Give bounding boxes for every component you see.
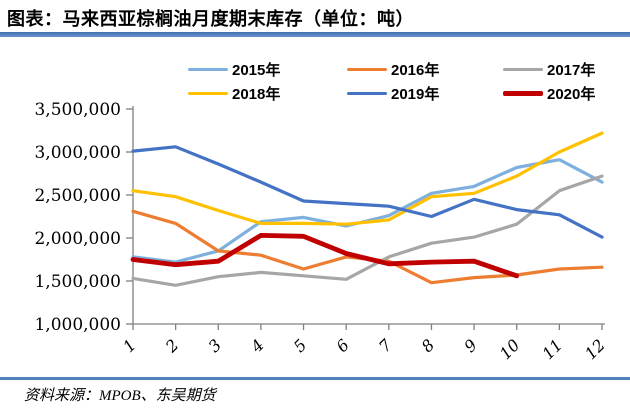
source-note: 资料来源：MPOB、东吴期货: [24, 388, 216, 404]
x-axis-label: 12: [581, 335, 609, 363]
legend-label: 2016年: [391, 61, 440, 79]
y-axis-label: 1,000,000: [34, 315, 121, 335]
legend-item-2015: 2015年: [188, 58, 347, 80]
legend-item-2019: 2019年: [347, 82, 503, 104]
legend-label: 2020年: [547, 85, 596, 103]
legend-swatch-2019: [347, 91, 387, 95]
chart-legend: 2015年 2016年 2017年 2018年 2019年 2020年: [188, 58, 595, 104]
x-axis-label: 6: [332, 335, 353, 356]
legend-item-2020: 2020年: [503, 82, 595, 104]
x-axis-label: 2: [161, 335, 182, 356]
y-axis-label: 1,500,000: [34, 272, 121, 292]
legend-swatch-2020: [503, 90, 543, 96]
legend-swatch-2018: [188, 91, 228, 95]
x-axis-label: 5: [290, 335, 311, 356]
y-axis-label: 2,500,000: [34, 186, 121, 206]
x-axis-label: 11: [538, 335, 566, 363]
legend-item-2018: 2018年: [188, 82, 347, 104]
legend-swatch-2015: [188, 67, 228, 71]
y-axis-label: 3,500,000: [34, 100, 121, 120]
y-axis-label: 3,000,000: [34, 143, 121, 163]
y-axis-label: 2,000,000: [34, 229, 121, 249]
axis: [132, 106, 605, 325]
x-axis-label: 3: [204, 335, 225, 356]
x-axis-label: 4: [246, 335, 267, 356]
figure-title: 图表：马来西亚棕榈油月度期末库存（单位：吨）: [7, 9, 414, 29]
legend-item-2017: 2017年: [503, 58, 595, 80]
legend-label: 2018年: [232, 85, 281, 103]
legend-item-2016: 2016年: [347, 58, 503, 80]
legend-label: 2019年: [391, 85, 440, 103]
legend-swatch-2017: [503, 67, 543, 71]
footer-divider: [0, 377, 630, 380]
legend-label: 2017年: [547, 61, 596, 79]
x-axis-label: 1: [119, 335, 140, 356]
series-line-2020年: [130, 232, 520, 279]
series-line-2018年: [131, 131, 604, 226]
x-axis-label: 7: [375, 335, 396, 356]
x-axis-label: 9: [460, 335, 481, 356]
title-divider: [0, 32, 630, 37]
x-axis-label: 8: [418, 335, 439, 356]
legend-label: 2015年: [232, 61, 281, 79]
series-line-2017年: [131, 174, 604, 287]
series-line-2019年: [131, 145, 604, 239]
legend-swatch-2016: [347, 67, 387, 71]
x-axis-label: 10: [496, 335, 524, 363]
